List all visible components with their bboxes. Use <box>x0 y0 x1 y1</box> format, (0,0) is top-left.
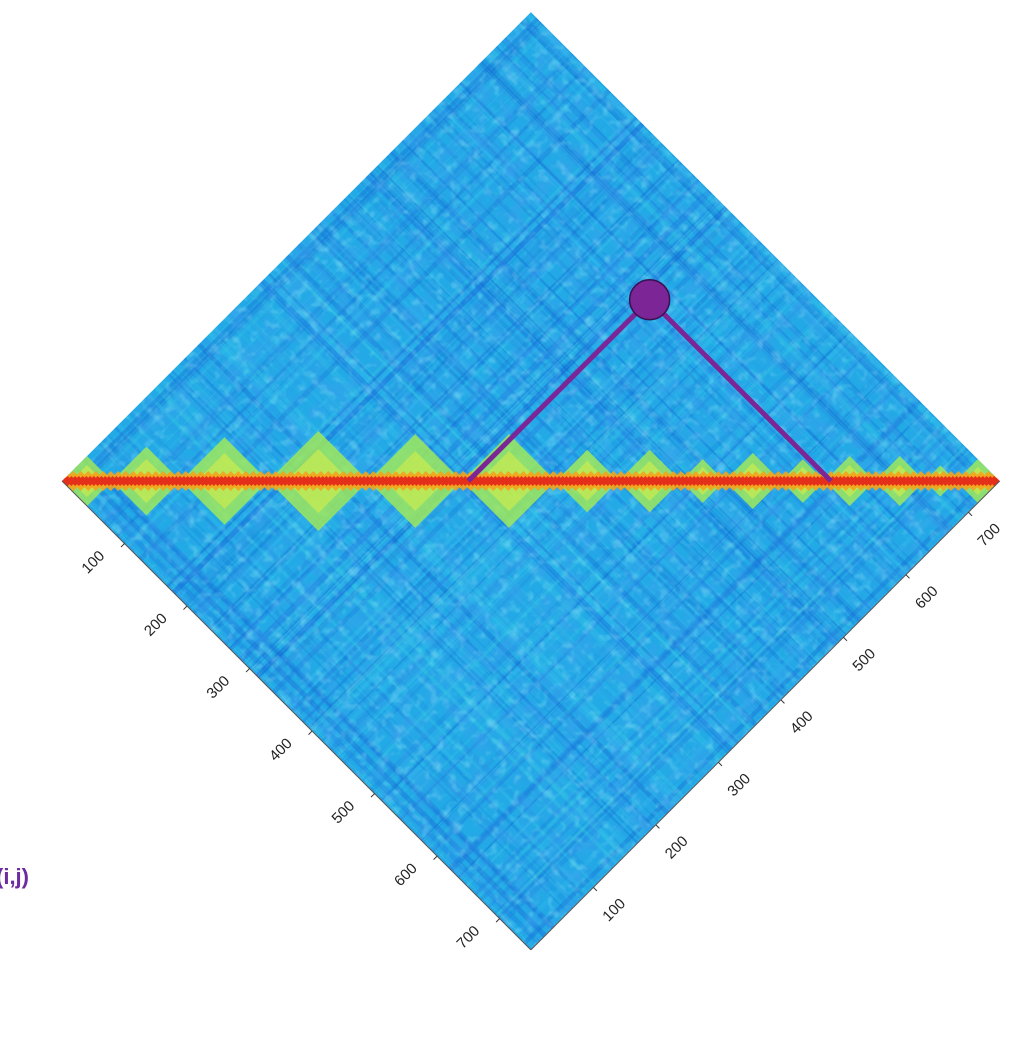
right-axis-tick <box>593 886 598 892</box>
right-axis-tick <box>905 574 910 579</box>
left-axis-tick <box>245 668 250 673</box>
left-axis-tick <box>370 793 375 798</box>
left-axis-tick-label: 200 <box>141 610 171 640</box>
left-axis-tick-label: 500 <box>329 798 359 828</box>
left-axis-tick-label: 300 <box>204 673 234 703</box>
left-axis-tick <box>120 543 125 548</box>
interaction-annotation <box>466 278 833 483</box>
heatmap-matrix <box>62 12 1000 950</box>
right-axis-tick-label: 300 <box>724 770 754 800</box>
right-axis-tick-label: 600 <box>912 583 942 613</box>
interaction-point <box>628 278 671 321</box>
annotation-line-i <box>466 297 652 483</box>
right-axis-tick-label: 100 <box>599 895 629 925</box>
right-axis-tick-label: 200 <box>662 833 692 863</box>
left-axis-tick <box>495 918 500 923</box>
right-axis-tick <box>655 824 660 829</box>
right-axis-tick <box>780 699 785 704</box>
left-axis-tick-label: 400 <box>266 735 296 765</box>
annotation-line-j <box>647 297 833 483</box>
right-axis-tick <box>843 636 848 642</box>
diagonal-cell <box>992 475 1000 487</box>
right-axis-tick-label: 500 <box>849 645 879 675</box>
right-axis-tick <box>968 511 973 517</box>
left-axis-line <box>61 480 532 951</box>
right-axis-tick <box>718 761 723 767</box>
left-axis-tick <box>308 730 313 735</box>
left-axis-tick-label: 700 <box>454 923 484 953</box>
ij-label: (i,j) <box>0 864 29 889</box>
left-axis-tick <box>183 605 188 610</box>
right-axis-tick-label: 700 <box>974 520 1004 550</box>
left-axis-tick-label: 100 <box>78 547 108 577</box>
left-axis-tick <box>433 855 438 860</box>
diagonal-band <box>62 470 1000 492</box>
right-axis-tick-label: 400 <box>787 708 817 738</box>
left-axis-tick-label: 600 <box>391 860 421 890</box>
right-axis-line <box>530 480 1001 951</box>
